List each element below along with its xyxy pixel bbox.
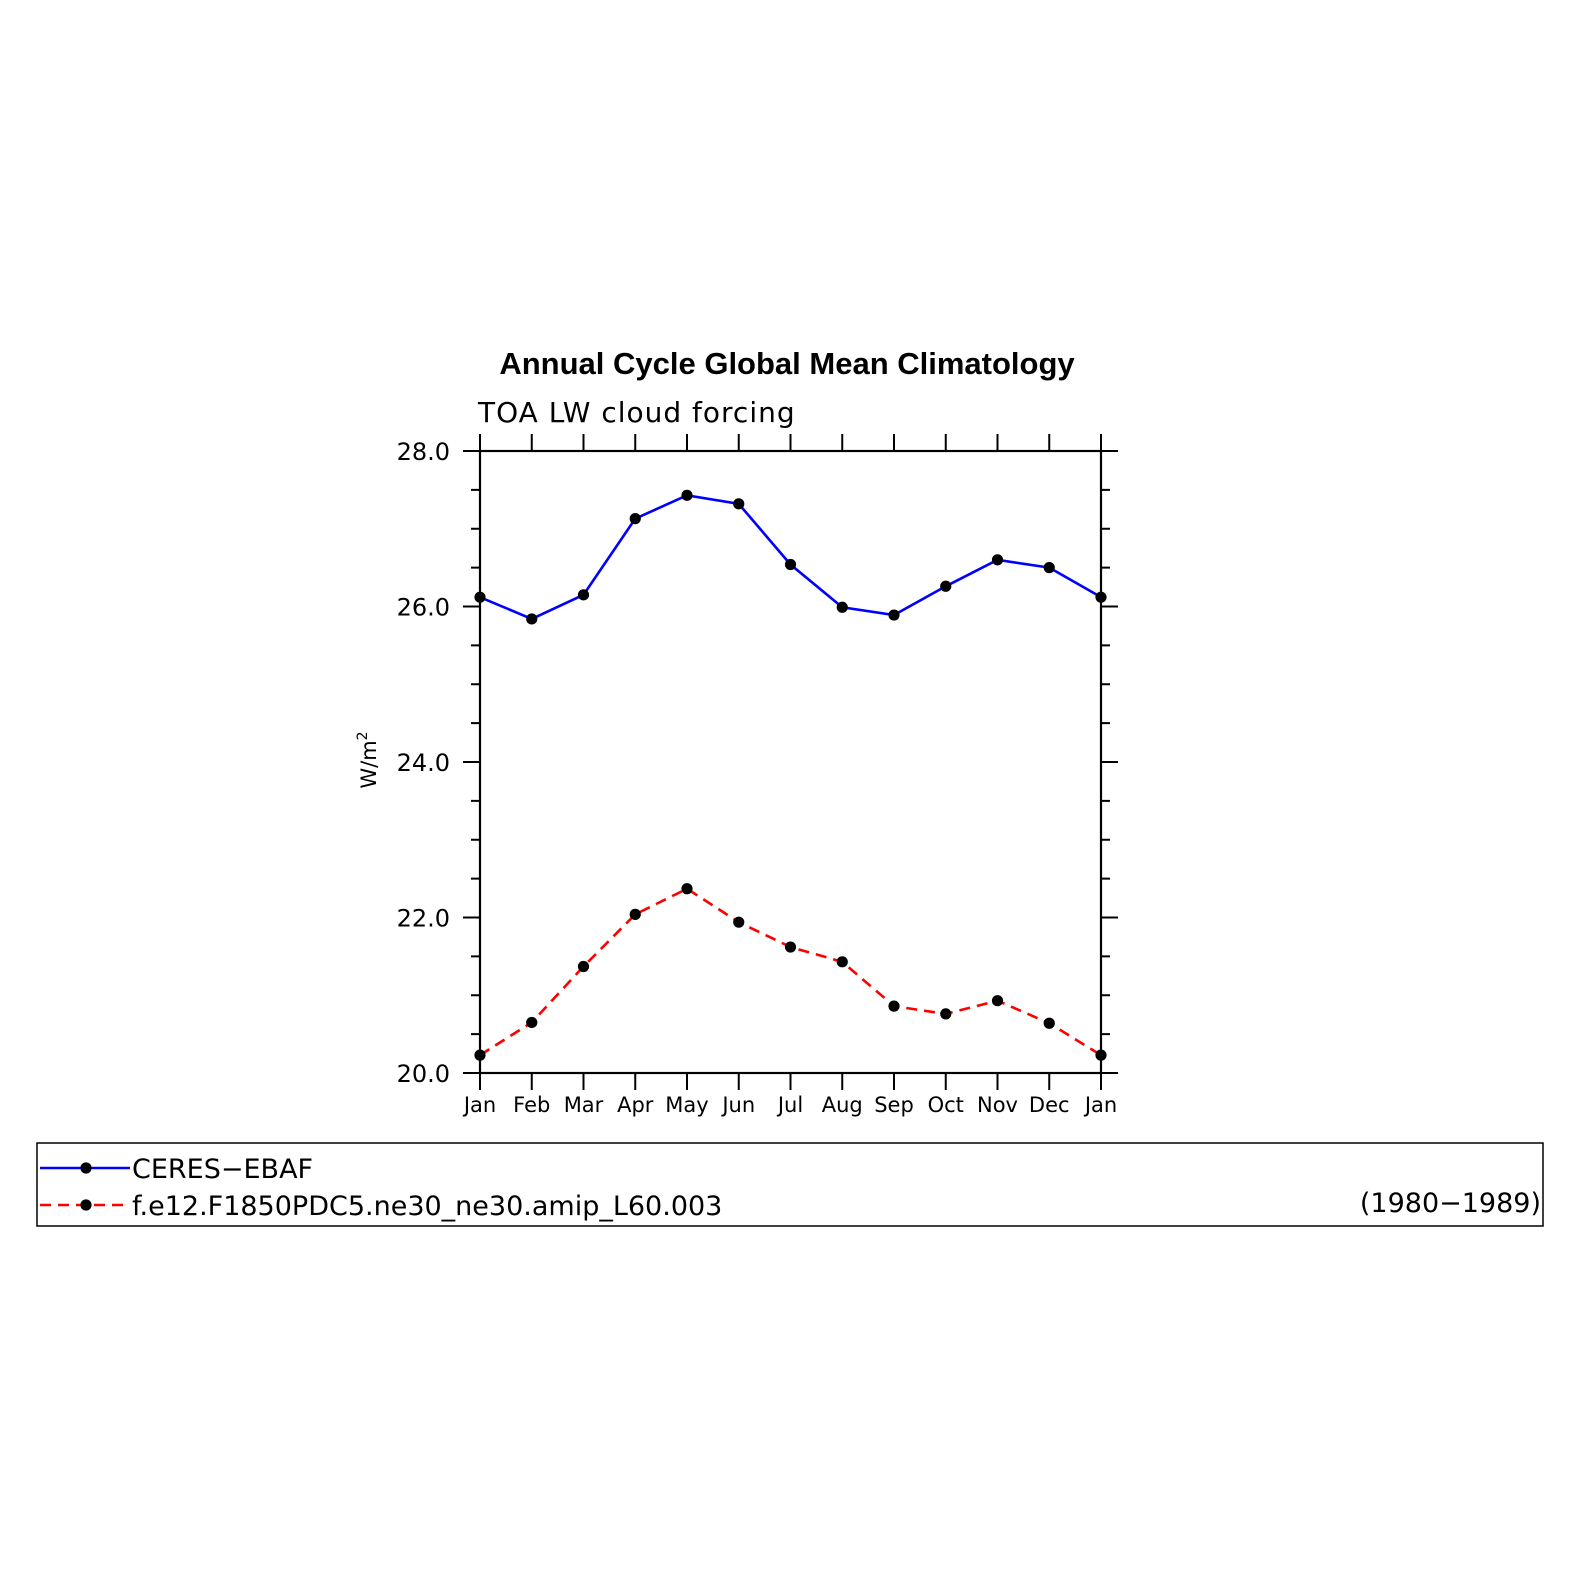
series-2-point [474, 1049, 486, 1061]
legend-period-note: (1980−1989) [1360, 1188, 1541, 1219]
chart-subtitle: TOA LW cloud forcing [477, 396, 796, 429]
x-tick-label: Feb [513, 1093, 550, 1117]
series-2-point [1043, 1017, 1055, 1029]
legend-box [36, 1142, 1544, 1227]
series-line-1 [479, 493, 1102, 621]
y-axis-label-superscript: 2 [355, 731, 371, 740]
plot-axes: 20.0 22.0 24.0 26.0 28.0 Jan Feb Mar Apr May Jun Ju… [397, 434, 1118, 1117]
series-1-point [1043, 562, 1055, 574]
x-tick-label: Apr [617, 1093, 654, 1117]
x-tick-label: Mar [564, 1093, 604, 1117]
y-tick-label: 20.0 [397, 1060, 450, 1088]
series-1-point [836, 601, 848, 613]
series-1-point [577, 589, 590, 601]
series-2-point [733, 916, 745, 928]
y-tick-label: 28.0 [397, 438, 450, 466]
legend: (1980−1989) CERES−EBAF f.e12.F1850PDC5.ne… [36, 1142, 1544, 1227]
plot-frame [478, 449, 1103, 1075]
series-line-2 [479, 887, 1102, 1057]
series-2-point [526, 1016, 538, 1029]
x-tick-label: May [665, 1093, 708, 1117]
plot-series [474, 489, 1107, 1061]
y-axis-label-unit: W/m [357, 740, 381, 788]
y-tick-label: 22.0 [397, 905, 450, 933]
legend-marker-2 [80, 1199, 92, 1211]
legend-label-1: CERES−EBAF [132, 1154, 313, 1185]
y-tick-label: 26.0 [397, 594, 450, 622]
series-2-point [991, 995, 1004, 1007]
y-tick-label: 24.0 [397, 749, 450, 777]
series-1-point [681, 489, 693, 501]
series-1-point [940, 580, 952, 592]
x-tick-label: Oct [928, 1093, 964, 1117]
x-tick-label: Jul [776, 1093, 803, 1117]
x-tick-label: Sep [874, 1093, 914, 1117]
legend-label-2: f.e12.F1850PDC5.ne30_ne30.amip_L60.003 [132, 1191, 722, 1222]
series-1-point [1095, 591, 1107, 603]
series-2-point [836, 956, 848, 968]
series-2-point [888, 1000, 900, 1012]
series-1-point [784, 558, 797, 571]
series-1-point [733, 498, 745, 510]
series-1-point [474, 591, 486, 603]
x-tick-label: Jan [1083, 1093, 1117, 1117]
series-2-point [940, 1008, 952, 1020]
series-2-point [629, 908, 641, 920]
legend-marker-1 [80, 1162, 92, 1174]
x-tick-label: Dec [1029, 1093, 1070, 1117]
x-tick-label: Jan [462, 1093, 496, 1117]
chart-title: Annual Cycle Global Mean Climatology [499, 346, 1075, 381]
series-1-point [888, 609, 900, 621]
series-2-point [784, 941, 797, 953]
y-axis-label: W/m2 [355, 731, 381, 788]
series-1-point [991, 554, 1004, 566]
x-tick-label: Nov [977, 1093, 1018, 1117]
series-2-point [577, 960, 590, 973]
series-2-point [681, 883, 693, 895]
series-1-point [629, 513, 641, 525]
x-tick-label: Jun [720, 1093, 755, 1117]
series-2-point [1095, 1049, 1107, 1061]
x-tick-label: Aug [822, 1093, 863, 1117]
series-1-point [526, 613, 538, 625]
